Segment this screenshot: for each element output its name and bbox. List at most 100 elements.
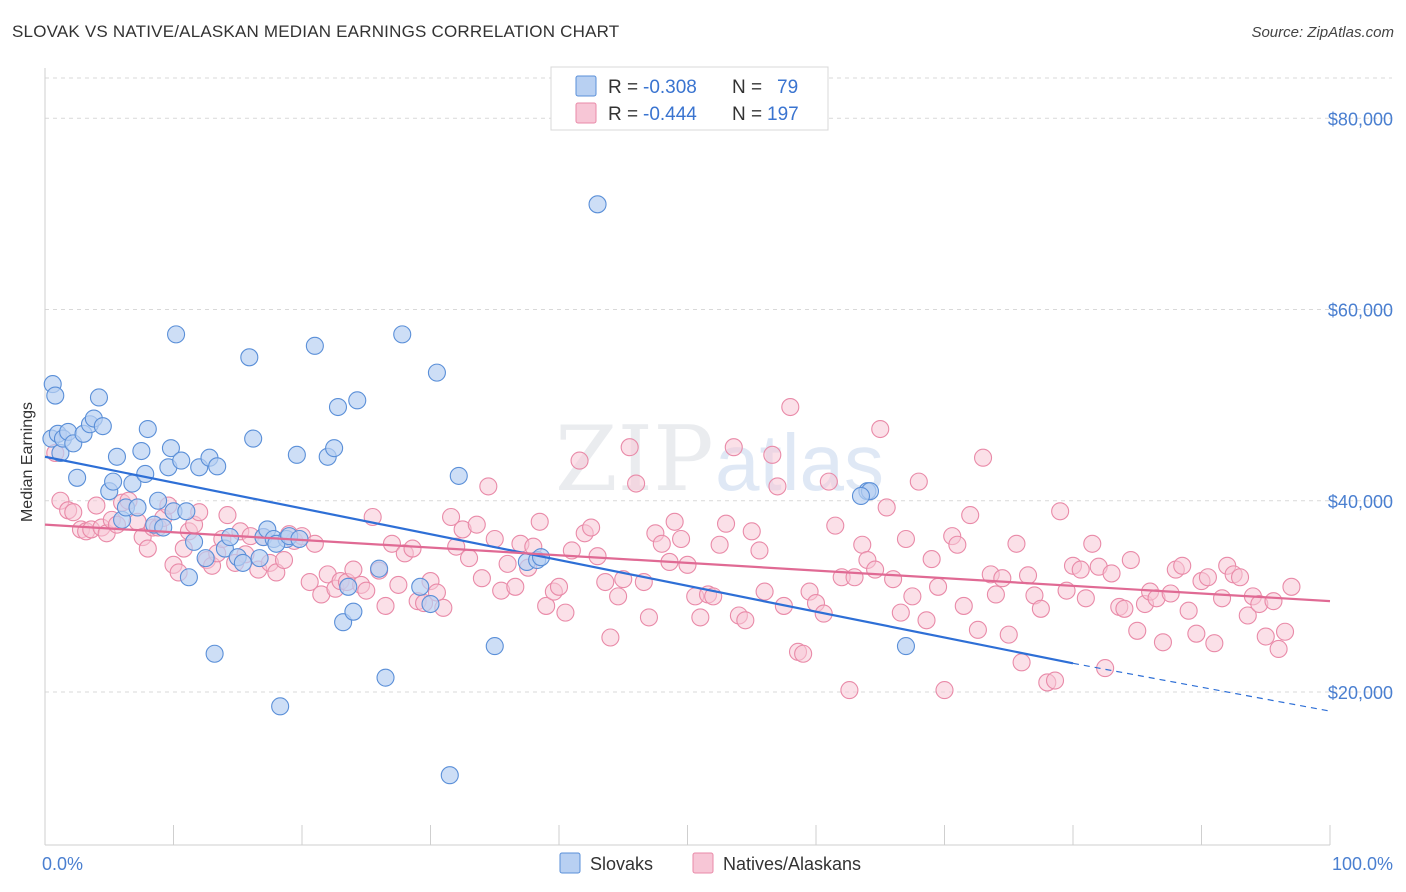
natives-point [710,535,729,554]
axes [44,68,1331,846]
natives-point [639,608,659,627]
slovaks-point [339,577,358,596]
natives-point [218,506,237,525]
natives-point [1121,550,1140,570]
natives-point [763,445,782,464]
natives-point [929,577,948,596]
chart-title: SLOVAK VS NATIVE/ALASKAN MEDIAN EARNINGS… [12,22,620,41]
natives-point [596,572,615,592]
slovaks-point [328,397,348,417]
natives-point [961,506,980,525]
natives-point [1282,577,1301,596]
trend-lines [44,455,1331,712]
natives-point [376,596,395,615]
slovaks-point [196,549,215,568]
natives-point [691,608,710,627]
slovaks-point [440,766,459,785]
natives-point [389,575,408,594]
natives-point [1031,599,1050,618]
natives-point [1128,621,1147,640]
natives-point [1264,592,1283,611]
natives-point [601,628,620,647]
natives-point [993,569,1012,588]
slovaks-point [205,644,224,663]
legend-n-label-2: N = [732,104,762,125]
legend-n-label-1: N = [732,77,762,98]
natives-point [1213,589,1232,608]
slovaks-point [240,348,259,367]
slovaks-point [172,451,191,470]
natives-point [973,448,993,467]
natives-point [1179,601,1198,620]
natives-point [826,516,845,535]
slovaks-point [325,439,344,458]
natives-point [935,681,954,700]
natives-point [1275,622,1295,641]
natives-point [1153,633,1172,652]
slovaks-point [348,391,367,410]
natives-point [1238,606,1257,625]
natives-point [64,503,83,522]
natives-point [871,419,890,439]
natives-point [1083,534,1102,553]
x-tick-label-right: 100.0% [1332,854,1393,874]
slovaks-point [46,386,65,405]
slovaks-point [244,429,263,448]
slovaks-point [128,498,147,517]
natives-point [1161,584,1180,603]
natives-point [922,550,941,569]
natives-point [447,537,466,556]
natives-point [724,438,743,457]
natives-point [896,529,916,549]
natives-point [1187,624,1206,643]
y-tick-label-3: $20,000 [1328,683,1393,703]
natives-point [556,603,575,622]
natives-point [999,625,1018,644]
slovaks-point [154,518,173,537]
natives-point [582,518,601,537]
legend-r-label-2: R = [608,104,638,125]
natives-point [1018,566,1038,585]
y-tick-label-2: $40,000 [1328,492,1393,512]
natives-point [1205,634,1224,653]
slovaks-point [138,419,157,439]
slovaks-points [42,195,916,785]
legend-n-value-2: 197 [767,104,799,125]
natives-point [917,611,936,630]
natives-point [1051,502,1070,521]
natives-trend-line [44,523,1331,603]
slovaks-point [167,325,186,344]
slovaks-point [305,336,324,355]
natives-point [344,560,363,579]
legend-r-label-1: R = [608,77,638,98]
natives-point [903,587,922,606]
bottom-swatch-slovaks [559,852,581,874]
slovaks-point [588,195,607,214]
natives-point [1012,653,1031,672]
natives-point [1231,568,1250,587]
slovaks-point [104,472,123,491]
natives-point [1007,534,1026,553]
slovaks-point [411,577,430,596]
natives-point [716,514,736,533]
bottom-legend-natives: Natives/Alaskans [723,854,861,874]
natives-point [305,534,324,553]
slovaks-point [896,637,916,656]
natives-point [479,477,498,496]
legend-swatch-slovaks [575,75,597,97]
natives-point [968,620,987,639]
slovaks-trend-line [44,455,1074,665]
slovaks-point [179,568,198,587]
bottom-legend: Slovaks Natives/Alaskans [559,852,861,874]
tick-labels: $80,000 $60,000 $40,000 $20,000 0.0% 100.0% [42,109,1393,874]
natives-point [781,397,800,417]
y-tick-label-1: $60,000 [1328,301,1393,321]
natives-point [1173,556,1192,575]
natives-point [1071,560,1090,579]
natives-point [678,555,697,574]
natives-point [909,472,928,491]
natives-point [736,611,755,630]
slovaks-point [370,559,389,578]
natives-point [1076,589,1095,608]
natives-point [853,535,872,554]
